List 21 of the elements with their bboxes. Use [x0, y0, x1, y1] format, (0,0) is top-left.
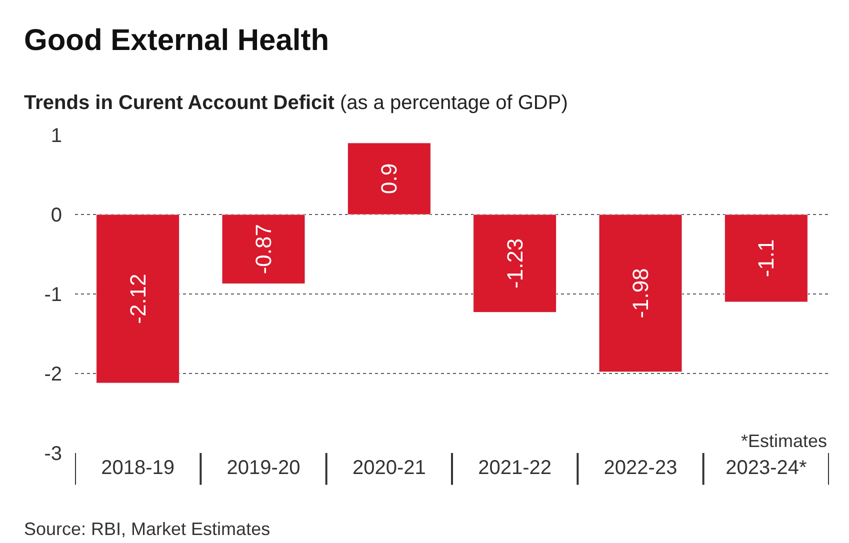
x-tick-label: 2019-20 — [226, 457, 300, 479]
x-tick-label: 2018-19 — [101, 457, 175, 479]
x-tick-label: 2021-22 — [478, 457, 552, 479]
data-label: -1.1 — [754, 239, 779, 278]
source-note: Source: RBI, Market Estimates — [24, 519, 270, 539]
data-label: -2.12 — [125, 274, 150, 324]
y-tick-label: -1 — [44, 284, 62, 306]
x-tick-label: 2020-21 — [352, 457, 426, 479]
y-tick-label: 1 — [50, 125, 62, 147]
chart-title: Good External Health — [24, 24, 330, 57]
data-label: -0.87 — [251, 224, 276, 274]
data-label: 0.9 — [376, 163, 402, 194]
annotation: *Estimates — [741, 431, 828, 451]
x-tick-label: 2022-23 — [604, 457, 678, 479]
chart-subtitle: Trends in Curent Account Deficit (as a percentage of GDP) — [24, 92, 568, 114]
x-tick-label: 2023-24* — [726, 457, 807, 479]
data-label: -1.98 — [628, 268, 653, 318]
y-tick-label: -2 — [44, 364, 62, 386]
data-label: -1.23 — [502, 238, 528, 288]
y-tick-label: -3 — [44, 443, 62, 465]
y-tick-label: 0 — [50, 204, 62, 226]
